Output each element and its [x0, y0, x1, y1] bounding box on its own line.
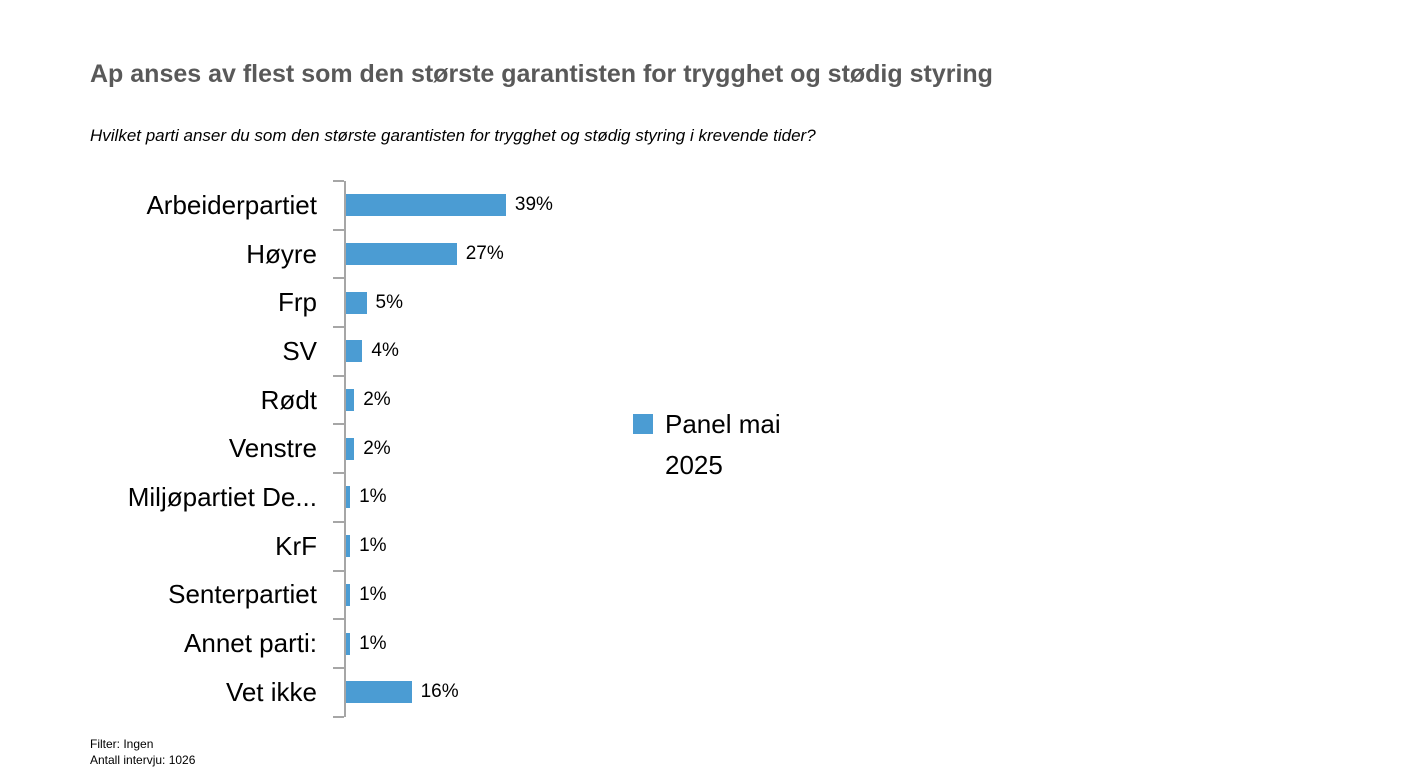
axis-tick: [333, 374, 344, 377]
chart-row: Arbeiderpartiet 39%: [60, 180, 680, 230]
category-label: Miljøpartiet De...: [127, 481, 317, 512]
bar-chart-rows: Arbeiderpartiet 39% Høyre 27% Frp 5% SV 4% Rødt 2…: [60, 180, 680, 718]
bar-cell: 1%: [344, 521, 680, 571]
footer-interview-count: Antall intervju: 1026: [90, 753, 196, 767]
chart-row: Miljøpartiet De... 1%: [60, 472, 680, 522]
bar-cell: 2%: [344, 375, 680, 425]
axis-tick: [333, 666, 344, 669]
bar: [346, 583, 351, 606]
page-title: Ap anses av flest som den største garant…: [90, 60, 993, 88]
axis-tick: [333, 423, 344, 426]
chart-footer: Filter: Ingen Antall intervju: 1026: [90, 736, 195, 768]
axis-tick: [333, 569, 344, 572]
bar: [346, 340, 363, 363]
value-label: 16%: [420, 681, 459, 703]
category-label: Venstre: [228, 433, 317, 464]
axis-tick: [333, 472, 344, 475]
bar-cell: 39%: [344, 181, 680, 230]
value-label: 27%: [465, 243, 504, 265]
bar-cell: 2%: [344, 424, 680, 474]
category-label: Høyre: [246, 238, 317, 269]
bar: [346, 486, 351, 509]
value-label: 2%: [363, 437, 391, 459]
bar-chart: Arbeiderpartiet 39% Høyre 27% Frp 5% SV 4% Rødt 2…: [60, 180, 680, 718]
chart-legend: Panel mai 2025: [633, 404, 825, 486]
bar-cell: 5%: [344, 278, 680, 328]
bar: [346, 632, 351, 655]
category-label: KrF: [275, 530, 317, 561]
value-label: 2%: [363, 389, 391, 411]
axis-tick: [333, 228, 344, 231]
value-label: 1%: [359, 486, 387, 508]
category-label: Arbeiderpartiet: [146, 189, 317, 220]
bar: [346, 291, 367, 314]
bar-cell: 4%: [344, 327, 680, 376]
axis-tick: [333, 715, 344, 718]
value-label: 1%: [359, 583, 387, 605]
value-label: 1%: [359, 535, 387, 557]
chart-row: Venstre 2%: [60, 423, 680, 474]
category-label: Frp: [278, 287, 317, 318]
value-label: 4%: [371, 340, 399, 362]
category-label: Vet ikke: [225, 676, 317, 707]
bar: [346, 389, 355, 412]
footer-filter-text: Filter: Ingen: [90, 737, 154, 751]
legend-swatch-icon: [633, 414, 653, 434]
axis-tick: [333, 326, 344, 329]
bar: [346, 243, 457, 266]
bar-cell: 27%: [344, 229, 680, 279]
category-label: Annet parti:: [184, 628, 317, 659]
chart-row: Senterpartiet 1%: [60, 569, 680, 620]
chart-row: Høyre 27%: [60, 228, 680, 279]
chart-row: Frp 5%: [60, 277, 680, 328]
legend-series-label: Panel mai 2025: [665, 409, 781, 480]
category-label: Rødt: [260, 384, 317, 415]
bar: [346, 437, 355, 460]
chart-row: SV 4%: [60, 326, 680, 376]
bar-cell: 16%: [344, 667, 680, 717]
value-label: 39%: [514, 194, 553, 216]
axis-tick: [333, 618, 344, 621]
bar: [346, 194, 506, 217]
bar-cell: 1%: [344, 473, 680, 522]
chart-row: Annet parti: 1%: [60, 618, 680, 668]
category-label: SV: [282, 335, 317, 366]
bar-cell: 1%: [344, 619, 680, 668]
bar-cell: 1%: [344, 570, 680, 620]
bar: [346, 535, 351, 558]
chart-row: Vet ikke 16%: [60, 666, 680, 717]
chart-row: Rødt 2%: [60, 374, 680, 425]
chart-row: KrF 1%: [60, 520, 680, 571]
axis-tick: [333, 520, 344, 523]
category-label: Senterpartiet: [168, 579, 317, 610]
axis-tick: [333, 277, 344, 280]
value-label: 5%: [375, 291, 403, 313]
bar: [346, 681, 412, 704]
value-label: 1%: [359, 632, 387, 654]
survey-question-subtitle: Hvilket parti anser du som den største g…: [90, 126, 816, 145]
axis-tick: [333, 180, 344, 182]
